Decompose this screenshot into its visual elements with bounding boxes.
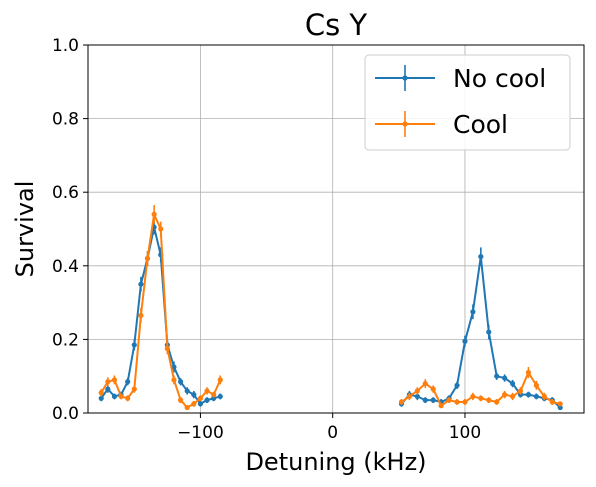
series-cool: [98, 205, 563, 411]
data-point: [502, 392, 508, 398]
series-layer: [98, 205, 563, 411]
chart-title: Cs Y: [305, 8, 368, 42]
data-point: [98, 390, 104, 396]
data-point: [422, 397, 428, 403]
data-point: [525, 392, 532, 398]
data-point: [486, 329, 492, 335]
x-axis-label: Detuning (kHz): [245, 448, 426, 476]
y-tick-label: 0.8: [52, 110, 79, 130]
data-point: [131, 386, 137, 392]
plot-frame: [87, 44, 585, 414]
data-point: [171, 377, 177, 383]
data-point: [105, 379, 111, 385]
ticks: −100 0 100 0.0 0.2 0.4 0.6 0.8 1.0: [52, 36, 481, 443]
data-point: [494, 399, 500, 405]
legend-label: Cool: [453, 110, 508, 139]
y-tick-label: 0.6: [52, 183, 79, 203]
x-tick-label: −100: [177, 423, 224, 443]
legend: No cool Cool: [364, 54, 571, 151]
data-point: [177, 397, 184, 403]
data-point: [125, 395, 131, 401]
data-point: [398, 399, 405, 405]
data-point: [125, 379, 131, 385]
data-point: [533, 393, 539, 400]
data-point: [118, 393, 124, 400]
series-no-cool: [98, 219, 563, 411]
data-point: [144, 255, 151, 262]
data-point: [502, 375, 508, 381]
data-point: [557, 404, 563, 411]
y-tick-label: 1.0: [52, 36, 79, 56]
data-point: [414, 393, 420, 400]
data-point: [164, 346, 170, 352]
legend-swatch-marker: [402, 121, 408, 127]
data-point: [414, 388, 420, 394]
data-point: [541, 393, 547, 400]
data-point: [197, 395, 204, 401]
data-point: [158, 226, 164, 232]
data-point: [478, 395, 484, 401]
data-point: [211, 395, 217, 401]
data-point: [509, 393, 516, 400]
data-point: [105, 386, 111, 392]
data-point: [454, 382, 460, 388]
y-tick-label: 0.2: [52, 330, 79, 350]
data-point: [462, 399, 468, 405]
data-point: [177, 379, 184, 385]
x-tick-label: 100: [449, 423, 481, 443]
data-point: [151, 211, 157, 217]
data-point: [191, 392, 197, 398]
legend-swatch-marker: [402, 75, 408, 81]
data-point: [494, 373, 500, 379]
legend-label: No cool: [453, 64, 546, 93]
y-tick-label: 0.0: [52, 404, 79, 424]
data-point: [111, 377, 118, 383]
data-point: [211, 392, 217, 398]
y-tick-label: 0.4: [52, 257, 79, 277]
data-point: [557, 401, 563, 407]
data-point: [111, 393, 118, 400]
data-point: [138, 281, 144, 287]
data-point: [191, 401, 197, 407]
data-point: [430, 386, 436, 392]
data-point: [138, 312, 144, 319]
data-point: [486, 397, 492, 403]
data-point: [446, 397, 452, 403]
data-point: [470, 309, 476, 315]
data-point: [217, 377, 223, 383]
data-point: [217, 393, 223, 400]
data-point: [454, 399, 460, 405]
data-point: [98, 395, 104, 401]
data-point: [478, 254, 484, 260]
data-point: [171, 364, 177, 370]
data-point: [204, 397, 210, 403]
data-point: [517, 388, 524, 394]
data-point: [197, 401, 204, 407]
data-point: [184, 404, 190, 411]
data-point: [525, 369, 532, 376]
data-point: [438, 403, 444, 409]
data-point: [131, 342, 137, 348]
data-point: [406, 393, 413, 400]
data-point: [533, 382, 539, 388]
data-point: [430, 397, 436, 403]
y-axis-label: Survival: [11, 181, 39, 278]
data-point: [549, 399, 555, 405]
data-point: [470, 393, 476, 400]
x-tick-label: 0: [327, 423, 338, 443]
data-point: [509, 380, 516, 387]
data-point: [204, 388, 210, 394]
data-point: [422, 380, 428, 387]
data-point: [462, 338, 468, 344]
data-point: [184, 388, 190, 394]
